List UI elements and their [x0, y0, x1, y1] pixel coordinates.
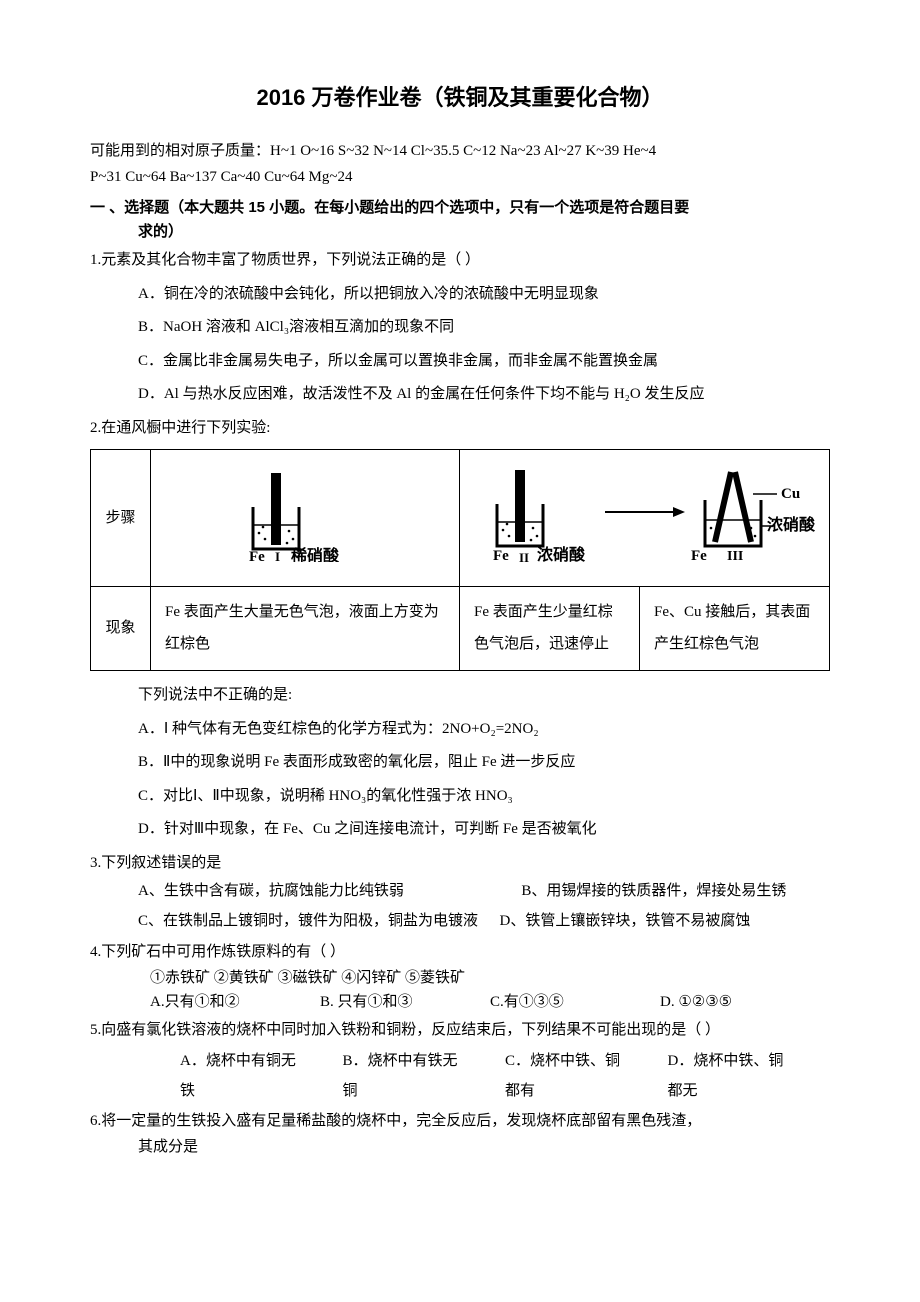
q3-option-c: C、在铁制品上镀铜时，镀件为阳极，铜盐为电镀液 [138, 913, 478, 929]
q2-diagram-2-3: Fe II 浓硝酸 Cu [460, 450, 830, 587]
table-row: 步骤 Fe I 稀硝酸 [91, 450, 830, 587]
q5-option-c-top: C．烧杯中铁、铜 [505, 1049, 668, 1073]
q3-option-b: B、用锡焊接的铁质器件，焊接处易生锈 [521, 883, 786, 899]
q2-option-d: D．针对Ⅲ中现象，在 Fe、Cu 之间连接电流计，可判断 Fe 是否被氧化 [138, 817, 830, 843]
q1-option-d: D．Al 与热水反应困难，故活泼性不及 Al 的金属在任何条件下均不能与 H₂O… [138, 382, 830, 408]
q3-line-ab: A、生铁中含有碳，抗腐蚀能力比纯铁弱 B、用锡焊接的铁质器件，焊接处易生锈 [138, 876, 830, 906]
q2-option-a: A．Ⅰ 种气体有无色变红棕色的化学方程式为：2NO+O₂=2NO₂ [138, 717, 830, 743]
atomic-mass-line2: P~31 Cu~64 Ba~137 Ca~40 Cu~64 Mg~24 [90, 165, 830, 191]
q2-diagram-1: Fe I 稀硝酸 [151, 450, 460, 587]
q2-phenomenon-2: Fe 表面产生少量红棕色气泡后，迅速停止 [460, 587, 640, 671]
svg-text:Cu: Cu [781, 486, 800, 502]
q2-row1-label: 步骤 [91, 450, 151, 587]
q5-option-d-bot: 都无 [668, 1079, 831, 1103]
atomic-masses: 可能用到的相对原子质量：H~1 O~16 S~32 N~14 Cl~35.5 C… [90, 139, 830, 190]
atomic-mass-line1: 可能用到的相对原子质量：H~1 O~16 S~32 N~14 Cl~35.5 C… [90, 139, 830, 165]
q6-sub: 其成分是 [90, 1135, 830, 1161]
q4-option-b: B. 只有①和③ [320, 990, 490, 1014]
q2-table: 步骤 Fe I 稀硝酸 [90, 449, 830, 671]
q3-option-a: A、生铁中含有碳，抗腐蚀能力比纯铁弱 [138, 883, 404, 899]
svg-text:II: II [519, 550, 529, 564]
q5-option-c-bot: 都有 [505, 1079, 668, 1103]
q1-option-a: A．铜在冷的浓硫酸中会钝化，所以把铜放入冷的浓硫酸中无明显现象 [138, 282, 830, 308]
q2-row2-label: 现象 [91, 587, 151, 671]
q5-option-b-bot: 铜 [343, 1079, 506, 1103]
q5-option-d-top: D．烧杯中铁、铜 [668, 1049, 831, 1073]
q4-option-a: A.只有①和② [150, 990, 320, 1014]
q4-stem: 4.下列矿石中可用作炼铁原料的有（ ） [90, 940, 830, 966]
svg-text:Fe: Fe [249, 549, 265, 562]
q6-stem: 6.将一定量的生铁投入盛有足量稀盐酸的烧杯中，完全反应后，发现烧杯底部留有黑色残… [90, 1109, 830, 1135]
q2-option-b: B．Ⅱ中的现象说明 Fe 表面形成致密的氧化层，阻止 Fe 进一步反应 [138, 750, 830, 776]
q1-option-c: C．金属比非金属易失电子，所以金属可以置换非金属，而非金属不能置换金属 [138, 349, 830, 375]
q5-stem: 5.向盛有氯化铁溶液的烧杯中同时加入铁粉和铜粉，反应结束后，下列结果不可能出现的… [90, 1018, 830, 1044]
table-row: 现象 Fe 表面产生大量无色气泡，液面上方变为红棕色 Fe 表面产生少量红棕色气… [91, 587, 830, 671]
question-3: 3.下列叙述错误的是 A、生铁中含有碳，抗腐蚀能力比纯铁弱 B、用锡焊接的铁质器… [90, 851, 830, 937]
q2-option-c: C．对比Ⅰ、Ⅱ中现象，说明稀 HNO₃的氧化性强于浓 HNO₃ [138, 784, 830, 810]
section-1-header: 一 、选择题（本大题共 15 小题。在每小题给出的四个选项中，只有一个选项是符合… [90, 196, 830, 244]
q5-options-top: A．烧杯中有铜无 B．烧杯中有铁无 C．烧杯中铁、铜 D．烧杯中铁、铜 [90, 1049, 830, 1073]
svg-text:浓硝酸: 浓硝酸 [537, 545, 586, 564]
q4-option-c: C.有①③⑤ [490, 990, 660, 1014]
q5-option-a-bot: 铁 [180, 1079, 343, 1103]
q3-stem: 3.下列叙述错误的是 [90, 851, 830, 877]
question-6: 6.将一定量的生铁投入盛有足量稀盐酸的烧杯中，完全反应后，发现烧杯底部留有黑色残… [90, 1109, 830, 1160]
q2-stem: 2.在通风橱中进行下列实验: [90, 416, 830, 442]
q5-option-b-top: B．烧杯中有铁无 [343, 1049, 506, 1073]
q3-option-d: D、铁管上镶嵌锌块，铁管不易被腐蚀 [500, 913, 751, 929]
q3-line-cd: C、在铁制品上镀铜时，镀件为阳极，铜盐为电镀液 D、铁管上镶嵌锌块，铁管不易被腐… [138, 906, 830, 936]
q4-options: A.只有①和② B. 只有①和③ C.有①③⑤ D. ①②③⑤ [90, 990, 830, 1014]
svg-text:Fe: Fe [691, 548, 707, 564]
section-1-text-a: 一 、选择题（本大题共 15 小题。在每小题给出的四个选项中，只有一个选项是符合… [90, 199, 689, 216]
q5-option-a-top: A．烧杯中有铜无 [180, 1049, 343, 1073]
svg-text:稀硝酸: 稀硝酸 [291, 546, 340, 562]
question-4: 4.下列矿石中可用作炼铁原料的有（ ） ①赤铁矿 ②黄铁矿 ③磁铁矿 ④闪锌矿 … [90, 940, 830, 1014]
svg-text:III: III [727, 549, 743, 564]
question-5: 5.向盛有氯化铁溶液的烧杯中同时加入铁粉和铜粉，反应结束后，下列结果不可能出现的… [90, 1018, 830, 1104]
q1-option-b: B．NaOH 溶液和 AlCl₃溶液相互滴加的现象不同 [138, 315, 830, 341]
svg-text:I: I [275, 549, 280, 562]
question-1: 1.元素及其化合物丰富了物质世界，下列说法正确的是（ ） A．铜在冷的浓硫酸中会… [90, 248, 830, 408]
q2-phenomenon-1: Fe 表面产生大量无色气泡，液面上方变为红棕色 [151, 587, 460, 671]
q4-sub: ①赤铁矿 ②黄铁矿 ③磁铁矿 ④闪锌矿 ⑤菱铁矿 [90, 966, 830, 990]
q2-post: 下列说法中不正确的是: [138, 683, 830, 709]
q1-stem: 1.元素及其化合物丰富了物质世界，下列说法正确的是（ ） [90, 248, 830, 274]
q2-phenomenon-3: Fe、Cu 接触后，其表面产生红棕色气泡 [640, 587, 830, 671]
q5-options-bot: 铁 铜 都有 都无 [90, 1079, 830, 1103]
question-2: 2.在通风橱中进行下列实验: 步骤 Fe I 稀硝酸 [90, 416, 830, 843]
q4-option-d: D. ①②③⑤ [660, 990, 830, 1014]
svg-text:Fe: Fe [493, 548, 509, 564]
svg-text:浓硝酸: 浓硝酸 [767, 515, 815, 534]
section-1-text-b: 求的） [90, 220, 830, 244]
page-title: 2016 万卷作业卷（铁铜及其重要化合物） [90, 80, 830, 115]
